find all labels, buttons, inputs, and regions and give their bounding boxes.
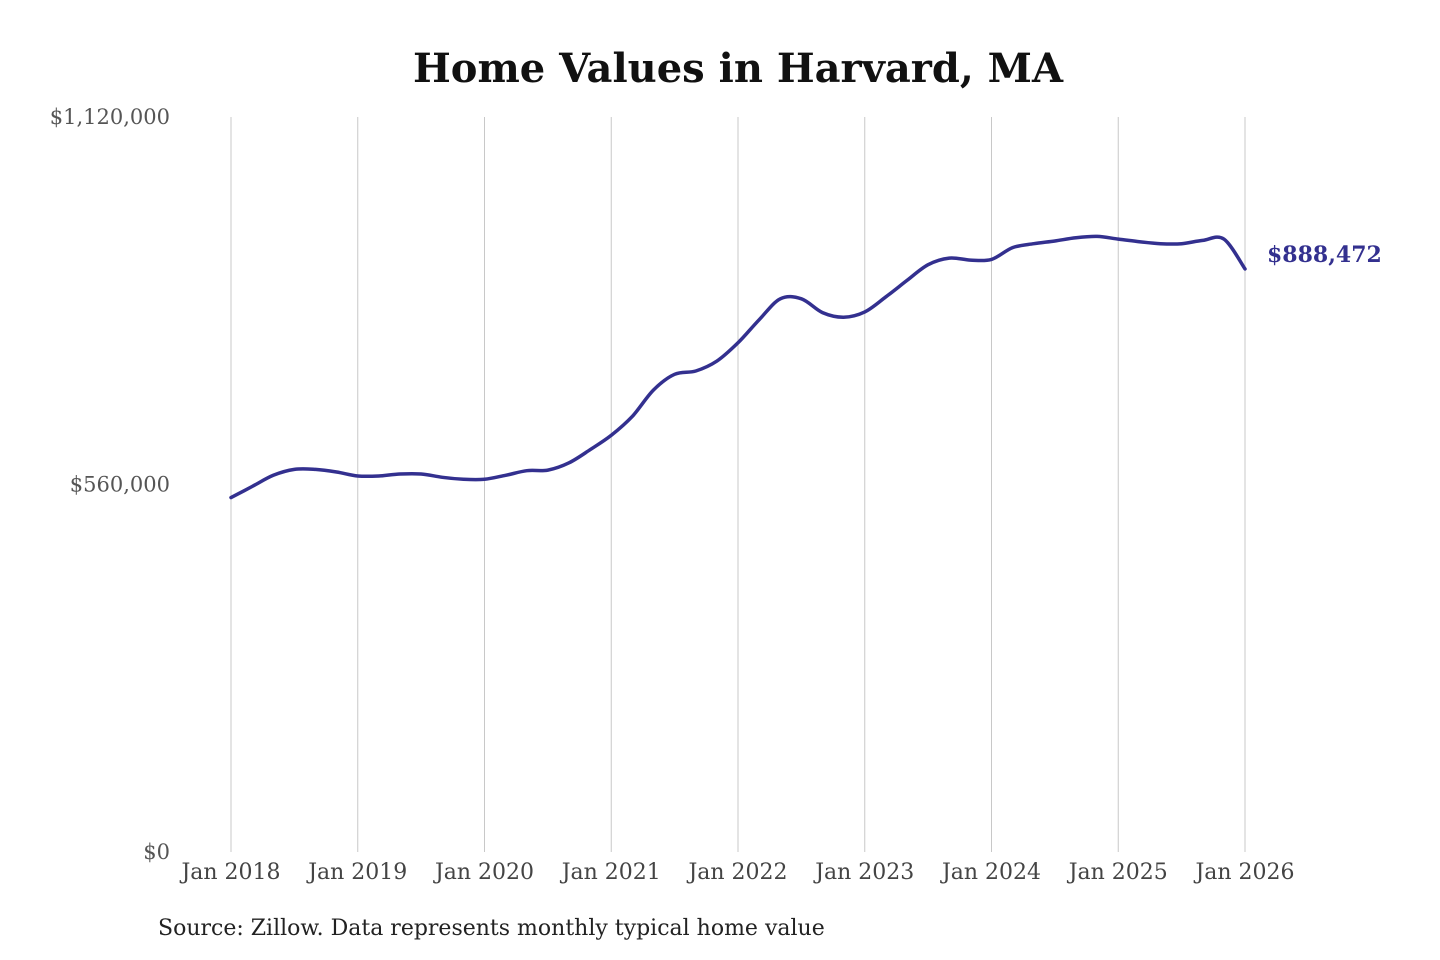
x-tick-label: Jan 2022 <box>686 860 787 885</box>
home-value-line <box>229 234 1247 500</box>
x-tick-label: Jan 2026 <box>1193 860 1294 885</box>
gridlines <box>230 117 1246 852</box>
x-tick-label: Jan 2025 <box>1067 860 1168 885</box>
x-tick-label: Jan 2018 <box>179 860 280 885</box>
chart-title: Home Values in Harvard, MA <box>413 45 1064 92</box>
series-layer <box>229 234 1247 500</box>
x-tick-label: Jan 2024 <box>940 860 1041 885</box>
source-note: Source: Zillow. Data represents monthly … <box>158 916 825 941</box>
x-tick-label: Jan 2021 <box>560 860 661 885</box>
x-tick-label: Jan 2023 <box>813 860 914 885</box>
y-axis-ticks: $0 $560,000 $1,120,000 <box>50 105 170 864</box>
y-tick-label: $1,120,000 <box>50 105 170 129</box>
y-tick-label: $560,000 <box>70 473 170 497</box>
x-tick-label: Jan 2020 <box>433 860 534 885</box>
end-value-label: $888,472 <box>1267 242 1382 268</box>
x-axis-ticks: Jan 2018 Jan 2019 Jan 2020 Jan 2021 Jan 2022… <box>179 860 1294 885</box>
x-tick-label: Jan 2019 <box>306 860 407 885</box>
y-tick-label: $0 <box>143 840 170 864</box>
